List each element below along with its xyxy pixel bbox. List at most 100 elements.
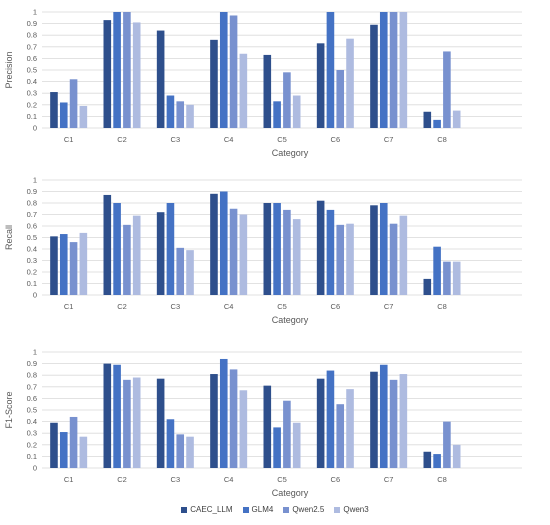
legend-item-qwen3: Qwen3 — [334, 505, 369, 514]
chart-2-ylabel: Recall — [4, 225, 14, 250]
chart-1-xtick-label: C4 — [224, 135, 234, 144]
chart-3-bar-c4-qwen2-5 — [229, 369, 238, 468]
chart-2-ytick-label: 1 — [33, 176, 37, 185]
chart-3-bar-c2-qwen3 — [132, 377, 141, 468]
chart-1-ytick-label: 0.8 — [27, 31, 37, 40]
chart-1-xtick-label: C2 — [117, 135, 127, 144]
chart-3-bar-c4-glm4 — [219, 358, 228, 468]
chart-1-bar-c5-caec-llm — [263, 54, 272, 128]
chart-3-bar-c3-caec-llm — [156, 378, 165, 468]
chart-3-xtick-label: C7 — [384, 475, 394, 484]
chart-3-bar-c3-qwen2-5 — [176, 434, 185, 468]
chart-1-bar-c3-caec-llm — [156, 30, 165, 129]
chart-1-bar-c1-qwen2-5 — [69, 79, 78, 128]
chart-2-bar-c2-caec-llm — [103, 194, 112, 295]
chart-1-bar-c5-qwen3 — [292, 95, 301, 128]
chart-2-ytick-label: 0.8 — [27, 199, 37, 208]
chart-3-bar-c1-glm4 — [59, 432, 68, 468]
chart-2-bar-c2-qwen2-5 — [123, 224, 131, 295]
chart-3-bar-c6-qwen3 — [346, 389, 354, 468]
legend-item-qwen2-5: Qwen2.5 — [283, 505, 324, 514]
legend-label-qwen2-5: Qwen2.5 — [292, 505, 325, 514]
chart-1-ytick-label: 0.1 — [27, 112, 37, 121]
legend-item-glm4: GLM4 — [242, 505, 274, 514]
chart-1-bar-c6-qwen2-5 — [336, 70, 345, 128]
chart-2-bar-c6-caec-llm — [316, 200, 325, 295]
chart-1-xtick-label: C6 — [331, 135, 341, 144]
chart-1-ylabel: Precision — [4, 51, 14, 88]
chart-2-bar-c2-qwen3 — [132, 215, 141, 295]
chart-3-ytick-label: 0.1 — [27, 452, 37, 461]
chart-3-bar-c5-qwen3 — [292, 422, 301, 468]
chart-1-bar-c4-qwen3 — [239, 53, 248, 129]
chart-1-xtick-label: C5 — [277, 135, 287, 144]
chart-2-bar-c1-caec-llm — [50, 236, 58, 295]
chart-2-bar-c5-qwen2-5 — [283, 209, 291, 295]
chart-3-bar-c8-glm4 — [433, 454, 441, 468]
chart-3-bar-c4-caec-llm — [210, 374, 218, 468]
chart-3-bar-c1-qwen2-5 — [69, 416, 78, 468]
chart-1-xtick-label: C3 — [171, 135, 181, 144]
chart-3-bar-c5-caec-llm — [263, 385, 272, 468]
chart-2-xtick-label: C2 — [117, 302, 127, 311]
legend-swatch-qwen2-5 — [283, 506, 290, 513]
legend-label-qwen3: Qwen3 — [343, 505, 369, 514]
chart-3-ytick-label: 1 — [33, 348, 37, 357]
chart-2-bar-c4-qwen3 — [239, 214, 248, 295]
chart-1-bar-c8-glm4 — [433, 119, 441, 128]
chart-1-ytick-label: 1 — [33, 8, 37, 17]
chart-3-bar-c3-qwen3 — [186, 436, 194, 468]
chart-2-xtick-label: C6 — [331, 302, 341, 311]
chart-2-bar-c7-caec-llm — [370, 205, 378, 295]
chart-1-xtick-label: C1 — [64, 135, 74, 144]
chart-2-bar-c3-qwen3 — [186, 250, 194, 295]
legend-label-glm4: GLM4 — [251, 505, 274, 514]
chart-1-bar-c6-caec-llm — [316, 43, 325, 128]
chart-2-bar-c7-glm4 — [379, 203, 388, 295]
chart-1-bar-c6-qwen3 — [346, 38, 354, 128]
chart-1-bar-c2-qwen2-5 — [123, 12, 131, 128]
chart-1-ytick-label: 0.7 — [27, 42, 37, 51]
legend-swatch-qwen3 — [334, 506, 341, 513]
chart-3-bar-c1-qwen3 — [79, 436, 88, 468]
chart-3-bar-c2-qwen2-5 — [123, 379, 131, 468]
chart-3-xtick-label: C3 — [171, 475, 181, 484]
chart-3-xtick-label: C1 — [64, 475, 74, 484]
chart-3-bar-c7-qwen3 — [399, 374, 408, 468]
chart-1-bar-c7-qwen2-5 — [389, 12, 398, 128]
chart-3-bar-c2-glm4 — [113, 364, 121, 468]
chart-1-bar-c8-qwen3 — [452, 110, 461, 128]
chart-2-xtick-label: C8 — [437, 302, 447, 311]
chart-3-xlabel: Category — [272, 488, 309, 498]
chart-1-bar-c7-caec-llm — [370, 24, 378, 128]
chart-2-bar-c3-qwen2-5 — [176, 247, 185, 295]
chart-3-ytick-label: 0.7 — [27, 382, 37, 391]
chart-1-ytick-label: 0.6 — [27, 54, 37, 63]
chart-2-bar-c8-caec-llm — [423, 278, 432, 295]
chart-1-bar-c7-qwen3 — [399, 12, 408, 128]
chart-2-bar-c4-qwen2-5 — [229, 208, 238, 295]
chart-1-bar-c3-glm4 — [166, 95, 175, 128]
legend-label-caec-llm: CAEC_LLM — [190, 505, 233, 514]
chart-2-bar-c8-glm4 — [433, 246, 441, 295]
chart-1-ytick-label: 0.5 — [27, 66, 37, 75]
chart-3-bar-c7-qwen2-5 — [389, 379, 398, 468]
chart-2-bar-c5-glm4 — [273, 203, 281, 295]
legend-item-caec-llm: CAEC_LLM — [181, 505, 233, 514]
chart-2-bar-c7-qwen2-5 — [389, 223, 398, 295]
chart-1-ytick-label: 0 — [33, 124, 37, 133]
chart-3-ytick-label: 0.5 — [27, 406, 37, 415]
chart-2-xtick-label: C7 — [384, 302, 394, 311]
chart-2-bar-c3-caec-llm — [156, 212, 165, 295]
chart-3-ytick-label: 0.3 — [27, 429, 37, 438]
chart-2-bar-c2-glm4 — [113, 203, 121, 295]
chart-2-bar-c1-glm4 — [59, 234, 68, 295]
chart-2-ytick-label: 0.5 — [27, 233, 37, 242]
chart-2-bar-c1-qwen3 — [79, 232, 88, 295]
chart-2-bar-c6-qwen3 — [346, 223, 354, 295]
chart-1-xtick-label: C8 — [437, 135, 447, 144]
chart-3-xtick-label: C5 — [277, 475, 287, 484]
chart-1-ytick-label: 0.4 — [27, 77, 37, 86]
chart-2-xtick-label: C1 — [64, 302, 74, 311]
chart-1-bar-c5-qwen2-5 — [283, 72, 291, 128]
